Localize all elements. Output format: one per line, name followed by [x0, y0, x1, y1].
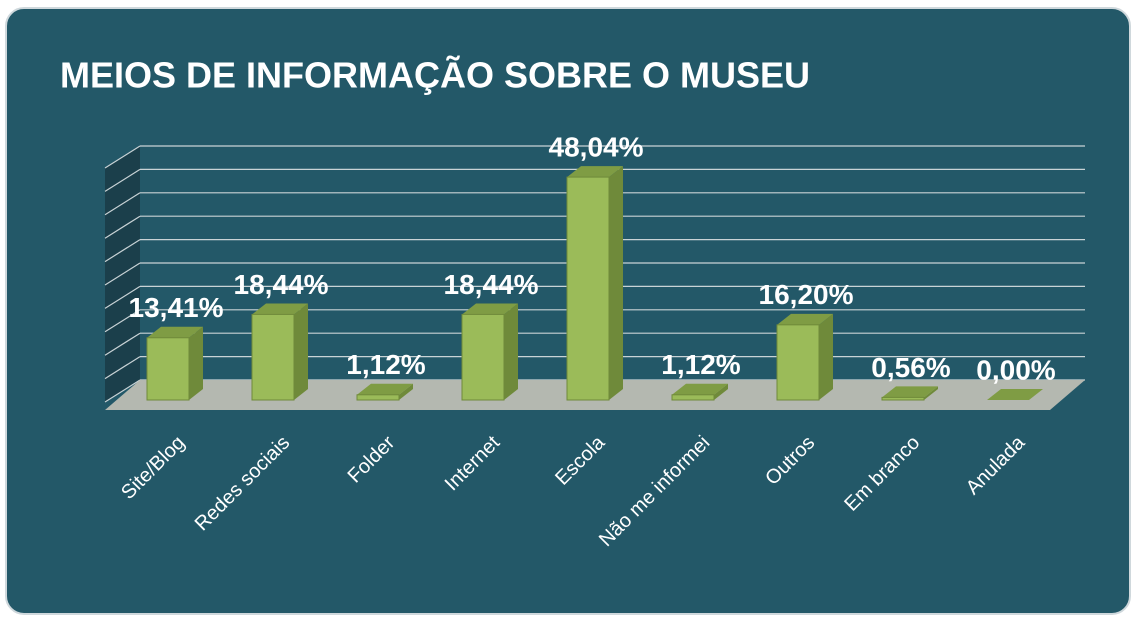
bar-top — [252, 303, 308, 315]
bar-side — [819, 313, 833, 400]
bar-side — [714, 383, 728, 400]
bar — [671, 394, 715, 401]
side-grid-line — [104, 239, 141, 263]
side-grid-line — [104, 309, 141, 333]
bar-side — [189, 326, 203, 400]
chart-title: MEIOS DE INFORMAÇÃO SOBRE O MUSEU — [60, 54, 810, 96]
bar-side — [924, 386, 938, 400]
bar-top — [777, 313, 833, 325]
bar-side — [294, 303, 308, 400]
side-grid-line — [104, 262, 141, 286]
value-label: 18,44% — [234, 269, 329, 300]
value-label: 16,20% — [759, 279, 854, 310]
bar — [251, 313, 295, 401]
bar-top — [882, 386, 938, 398]
bar — [881, 396, 925, 401]
value-label: 48,04% — [549, 131, 644, 162]
bar-side — [504, 303, 518, 400]
value-label: 18,44% — [444, 269, 539, 300]
value-label: 1,12% — [661, 349, 740, 380]
value-label: 0,00% — [976, 354, 1055, 385]
side-grid-line — [104, 356, 141, 380]
bar — [566, 176, 610, 401]
bar-side — [609, 166, 623, 400]
bar — [776, 324, 820, 401]
value-label: 1,12% — [346, 349, 425, 380]
bar-top — [147, 326, 203, 338]
side-grid-line — [104, 379, 141, 403]
bar — [146, 337, 190, 401]
value-label: 13,41% — [129, 292, 224, 323]
side-grid-line — [104, 285, 141, 309]
bar-top — [987, 389, 1043, 400]
side-grid-line — [104, 215, 141, 239]
bar-side — [399, 383, 413, 400]
bar-top — [567, 166, 623, 178]
value-label: 0,56% — [871, 352, 950, 383]
side-grid-line — [104, 192, 141, 216]
bar — [461, 313, 505, 401]
bar-top — [357, 383, 413, 395]
bar — [356, 394, 400, 401]
side-grid-line — [104, 168, 141, 192]
side-grid-line — [104, 332, 141, 356]
side-grid-line — [104, 145, 141, 169]
bar-top — [462, 303, 518, 315]
bar-top — [672, 383, 728, 395]
